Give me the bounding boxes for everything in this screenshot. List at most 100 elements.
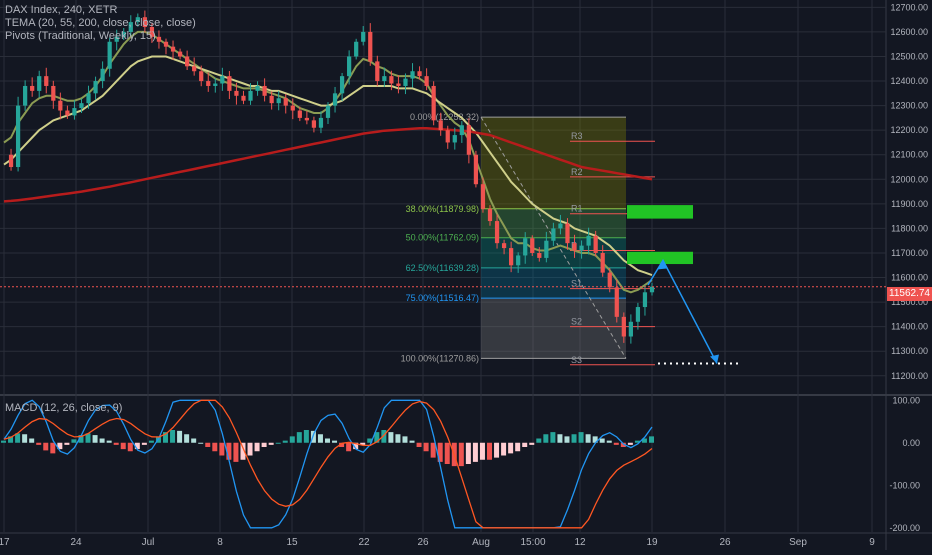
macd-histogram-bar bbox=[205, 442, 211, 447]
macd-histogram-bar bbox=[22, 434, 28, 443]
candle-body bbox=[431, 85, 436, 121]
macd-histogram-bar bbox=[550, 432, 556, 443]
candle-body bbox=[156, 36, 162, 42]
macd-histogram-bar bbox=[508, 442, 514, 454]
macd-histogram-bar bbox=[430, 442, 436, 458]
candle-body bbox=[318, 117, 324, 128]
macd-histogram-bar bbox=[127, 442, 133, 452]
resistance-zone bbox=[627, 251, 693, 265]
candle-body bbox=[23, 85, 28, 106]
x-tick-label: 9 bbox=[869, 537, 875, 548]
fibonacci-retracement: 0.00%(12253.32) 38.00%(11879.98) 50.00%(11… bbox=[401, 112, 627, 363]
candle-body bbox=[86, 93, 91, 104]
macd-histogram-bar bbox=[409, 440, 415, 443]
projection-path bbox=[647, 258, 718, 364]
macd-histogram-bar bbox=[634, 440, 640, 443]
y-tick-label: 11200.00 bbox=[891, 371, 928, 381]
macd-signal-line bbox=[3, 399, 653, 529]
macd-tick-label: 0.00 bbox=[902, 438, 920, 448]
candle-body bbox=[438, 120, 443, 131]
macd-histogram-bar bbox=[564, 436, 570, 443]
candle-body bbox=[628, 321, 633, 337]
y-tick-label: 11300.00 bbox=[891, 346, 928, 356]
candle-body bbox=[593, 235, 598, 253]
macd-histogram-bar bbox=[170, 430, 176, 443]
macd-histogram-bar bbox=[501, 442, 507, 456]
macd-histogram-bar bbox=[494, 442, 500, 458]
macd-histogram-bar bbox=[1, 440, 6, 443]
candle-body bbox=[51, 85, 56, 101]
candle-body bbox=[107, 41, 112, 69]
candlesticks bbox=[8, 10, 655, 344]
x-tick-label: 19 bbox=[646, 537, 658, 548]
macd-histogram-bar bbox=[613, 442, 619, 445]
fib-level-label: 100.00%(11270.86) bbox=[401, 353, 479, 363]
fib-zone bbox=[481, 117, 626, 209]
y-tick-label: 11900.00 bbox=[891, 199, 928, 209]
macd-histogram-bar bbox=[381, 430, 387, 443]
candle-body bbox=[586, 235, 591, 246]
x-tick-label: 8 bbox=[217, 537, 223, 548]
tema-legend[interactable]: TEMA (20, 55, 200, close, close, close) bbox=[5, 17, 196, 29]
axes: 12700.00 12600.00 12500.00 12400.00 12300.00… bbox=[0, 2, 928, 548]
macd-histogram-bar bbox=[282, 440, 288, 443]
y-tick-label: 11400.00 bbox=[891, 322, 928, 332]
candle-body bbox=[382, 76, 387, 82]
macd-pane bbox=[1, 399, 654, 529]
candle-body bbox=[368, 31, 373, 62]
macd-histogram-bar bbox=[8, 436, 14, 443]
candle-body bbox=[558, 223, 563, 229]
candle-body bbox=[72, 108, 77, 116]
macd-histogram-bar bbox=[247, 442, 253, 456]
macd-histogram-bar bbox=[275, 442, 281, 444]
macd-histogram-bar bbox=[416, 442, 422, 447]
candle-body bbox=[410, 71, 415, 79]
candle-body bbox=[487, 208, 493, 222]
macd-histogram-bar bbox=[332, 440, 338, 443]
macd-line bbox=[3, 399, 653, 529]
candle-body bbox=[445, 130, 450, 143]
fib-zone bbox=[481, 267, 626, 299]
macd-histogram-bar bbox=[620, 442, 626, 447]
resistance-zone bbox=[627, 205, 693, 219]
candle-body bbox=[93, 81, 98, 94]
macd-histogram-bar bbox=[339, 442, 345, 447]
macd-histogram-bar bbox=[641, 438, 647, 443]
candle-body bbox=[227, 76, 232, 91]
macd-histogram-bar bbox=[585, 434, 591, 443]
candle-body bbox=[100, 68, 105, 82]
candle-body bbox=[15, 105, 21, 168]
candle-body bbox=[325, 105, 331, 118]
candle-body bbox=[501, 243, 507, 249]
macd-histogram-bar bbox=[240, 442, 246, 460]
macd-histogram-bar bbox=[43, 442, 49, 451]
symbol-title[interactable]: DAX Index, 240, XETR bbox=[5, 4, 118, 16]
macd-histogram-bar bbox=[360, 442, 366, 445]
y-tick-label: 12200.00 bbox=[890, 125, 928, 135]
macd-histogram-bar bbox=[219, 442, 225, 456]
macd-histogram-bar bbox=[106, 440, 112, 443]
macd-histogram-bar bbox=[515, 442, 521, 452]
projection-arrowhead-up bbox=[658, 260, 668, 270]
pivots-legend[interactable]: Pivots (Traditional, Weekly, 15) bbox=[5, 30, 156, 42]
macd-histogram-bar bbox=[317, 434, 323, 443]
candle-body bbox=[65, 110, 70, 116]
macd-histogram-bar bbox=[198, 442, 204, 444]
y-tick-label: 11500.00 bbox=[891, 297, 928, 307]
candle-body bbox=[551, 228, 556, 241]
x-tick-label: 22 bbox=[358, 537, 370, 548]
candle-body bbox=[607, 272, 612, 288]
candle-body bbox=[537, 252, 542, 258]
macd-histogram-bar bbox=[113, 442, 119, 445]
candle-body bbox=[473, 154, 479, 185]
fib-level-label: 50.00%(11762.09) bbox=[406, 233, 479, 243]
macd-legend[interactable]: MACD (12, 26, close, 9) bbox=[5, 402, 123, 414]
x-tick-label: 17 bbox=[0, 537, 10, 548]
candle-body bbox=[177, 51, 183, 57]
x-tick-label: Aug bbox=[472, 537, 490, 548]
indicator-legend: DAX Index, 240, XETR TEMA (20, 55, 200, … bbox=[5, 4, 196, 43]
candle-body bbox=[199, 71, 204, 82]
